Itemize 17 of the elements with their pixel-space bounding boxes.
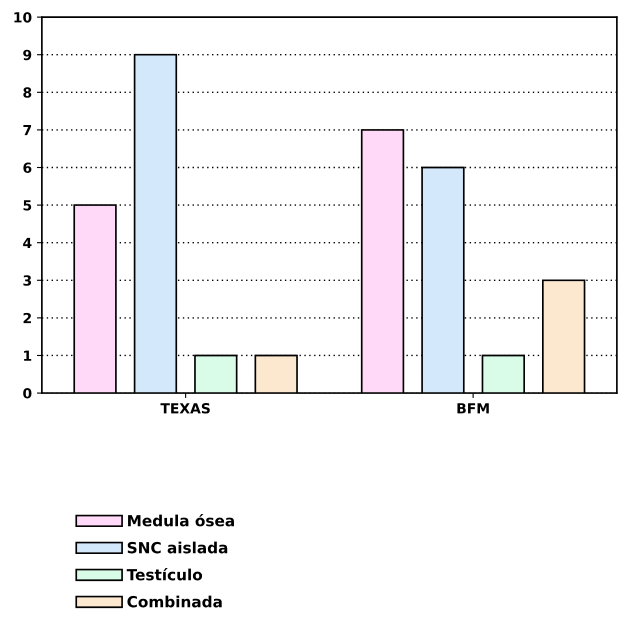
y-tick-label: 10 xyxy=(14,12,32,23)
y-tick-label: 8 xyxy=(23,87,32,98)
y-tick-label: 2 xyxy=(24,312,31,324)
legend-label: Medula ósea xyxy=(128,514,234,526)
y-tick-label: 4 xyxy=(23,238,32,248)
y-tick-label: 9 xyxy=(23,50,32,60)
x-tick-label: BFM xyxy=(457,403,489,414)
y-tick-label: 0 xyxy=(23,388,32,399)
legend-label: Testículo xyxy=(126,568,202,580)
legend-label: Combinada xyxy=(127,596,222,608)
y-tick-label: 7 xyxy=(23,125,32,136)
y-tick-label: 3 xyxy=(23,275,32,286)
y-tick-label: 5 xyxy=(24,200,32,211)
y-tick-label: 6 xyxy=(23,162,32,173)
x-tick-label: TEXAS xyxy=(160,403,210,414)
legend-label: SNC aislada xyxy=(128,542,228,554)
y-tick-label: 1 xyxy=(24,350,32,361)
